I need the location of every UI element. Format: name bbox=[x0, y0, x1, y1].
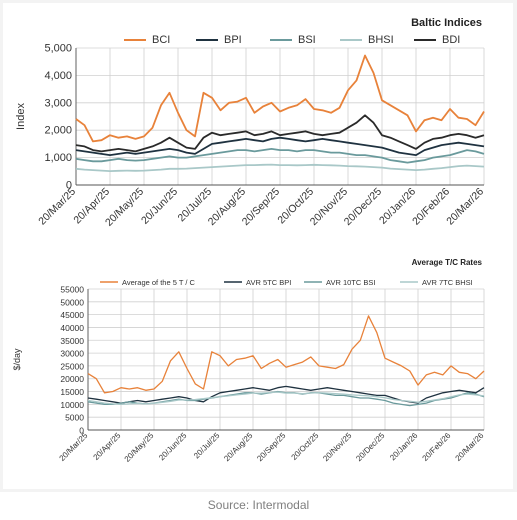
x-tick-label: 20/Jan/26 bbox=[388, 431, 420, 463]
x-tick-label: 20/Jul/25 bbox=[192, 431, 222, 461]
series-line-avr-7tc-bhsi bbox=[87, 391, 485, 406]
x-tick-label: 20/Oct/25 bbox=[290, 431, 321, 462]
charts-svg: 01,0002,0003,0004,0005,00020/Mar/2520/Ap… bbox=[12, 17, 486, 464]
chart-title: Baltic Indices bbox=[411, 17, 482, 29]
x-tick-label: 20/Apr/25 bbox=[92, 431, 123, 462]
series-line-bci bbox=[75, 54, 485, 143]
y-tick-label: 10000 bbox=[60, 400, 84, 410]
series-line-bpi bbox=[75, 136, 485, 156]
series-line-bdi bbox=[75, 114, 485, 153]
chart-card: 0 1,000 2,000 3,000 4,000 5,000 20/Mar/25 20/Ap… bbox=[0, 0, 517, 492]
y-axis-label: $/day bbox=[12, 348, 22, 371]
x-tick-label: 20/Jun/25 bbox=[139, 186, 180, 227]
legend-label: BSI bbox=[298, 34, 316, 46]
y-tick-label: 30000 bbox=[60, 349, 84, 359]
x-tick-label: 20/Sep/25 bbox=[240, 186, 282, 228]
y-tick-label: 40000 bbox=[60, 323, 84, 333]
x-tick-label: 20/Jun/25 bbox=[157, 431, 189, 463]
x-tick-label: 20/Mar/25 bbox=[58, 431, 90, 463]
x-tick-label: 20/Feb/26 bbox=[421, 431, 453, 463]
legend-label: BDI bbox=[442, 34, 460, 46]
series-line-bhsi bbox=[75, 163, 485, 172]
x-tick-label: 20/Mar/25 bbox=[36, 186, 78, 228]
y-tick-label: 0 bbox=[66, 180, 72, 192]
source-caption: Source: Intermodal bbox=[207, 498, 310, 512]
x-tick-label: 20/Aug/25 bbox=[222, 431, 255, 464]
legend-label: BPI bbox=[224, 34, 242, 46]
chart-title: Average T/C Rates bbox=[412, 258, 483, 267]
y-tick-label: 45000 bbox=[60, 310, 84, 320]
series-line-bsi bbox=[75, 148, 485, 164]
y-tick-label: 25000 bbox=[60, 361, 84, 371]
x-tick-label: 20/Dec/25 bbox=[354, 431, 387, 464]
y-tick-label: 50000 bbox=[60, 297, 84, 307]
legend-label: Average of the 5 T / C bbox=[122, 278, 196, 287]
legend-label: BCI bbox=[152, 34, 170, 46]
x-tick-label: 20/Nov/25 bbox=[321, 431, 354, 464]
x-tick-label: 20/Mar/26 bbox=[454, 431, 486, 463]
y-tick-label: 5000 bbox=[65, 413, 84, 423]
y-tick-label: 0 bbox=[79, 426, 84, 436]
legend-label: BHSI bbox=[368, 34, 394, 46]
y-tick-label: 3,000 bbox=[44, 97, 72, 109]
legend-label: AVR 10TC BSI bbox=[326, 278, 375, 287]
y-tick-label: 20000 bbox=[60, 374, 84, 384]
y-tick-label: 5,000 bbox=[44, 43, 72, 55]
x-tick-label: 20/Mar/26 bbox=[444, 186, 486, 228]
legend-label: AVR 5TC BPI bbox=[246, 278, 291, 287]
series-line-avr-5tc-bpi bbox=[87, 385, 485, 404]
x-tick-label: 20/Sep/25 bbox=[255, 431, 288, 464]
y-tick-label: 35000 bbox=[60, 336, 84, 346]
y-tick-label: 1,000 bbox=[44, 152, 72, 164]
y-tick-label: 55000 bbox=[60, 285, 84, 295]
series-line-average-of-the-5-t-c bbox=[87, 315, 485, 394]
y-axis-label: Index bbox=[15, 103, 27, 130]
legend-label: AVR 7TC BHSI bbox=[422, 278, 473, 287]
x-tick-label: 20/Dec/25 bbox=[342, 186, 384, 228]
y-tick-label: 4,000 bbox=[44, 70, 72, 82]
x-tick-label: 20/May/25 bbox=[123, 431, 156, 464]
y-tick-label: 15000 bbox=[60, 387, 84, 397]
y-tick-label: 2,000 bbox=[44, 125, 72, 137]
